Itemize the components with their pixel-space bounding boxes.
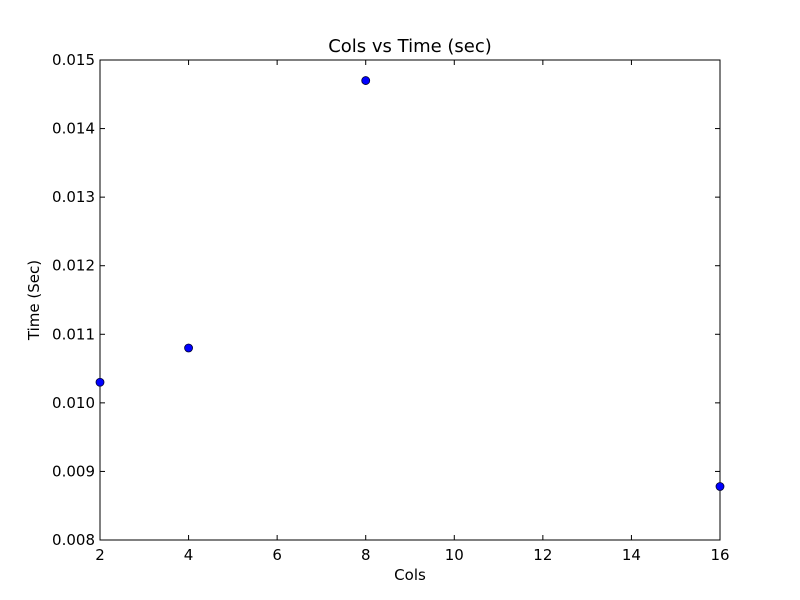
plot-frame	[99, 59, 721, 541]
x-tick-label: 6	[272, 546, 282, 564]
y-tick-label: 0.014	[52, 120, 95, 138]
x-axis-title: Cols	[394, 566, 426, 584]
y-tick-label: 0.011	[52, 325, 95, 343]
y-tick-label: 0.015	[52, 51, 95, 69]
x-tick-label: 14	[622, 546, 641, 564]
x-tick-label: 4	[184, 546, 194, 564]
data-point	[95, 377, 105, 387]
data-point	[361, 76, 371, 85]
data-point	[715, 482, 725, 491]
y-tick-label: 0.013	[52, 188, 95, 206]
x-tick-label: 10	[445, 546, 464, 564]
data-points	[95, 76, 725, 491]
x-tick-label: 2	[95, 546, 105, 564]
x-tick-label: 12	[533, 546, 552, 564]
x-tick-label: 16	[710, 546, 729, 564]
data-point	[184, 343, 193, 353]
y-tick-label: 0.012	[52, 257, 95, 275]
axis-ticks: 2 4 6 8 10 12 14 16 0.008 0.009 0.010 0.011 0.012 0.0…	[52, 51, 730, 564]
chart-title: Cols vs Time (sec)	[328, 36, 492, 57]
y-axis-title: Time (Sec)	[25, 260, 43, 341]
y-tick-label: 0.010	[52, 394, 95, 412]
y-tick-label: 0.008	[52, 531, 95, 549]
x-tick-label: 8	[361, 546, 371, 564]
y-tick-label: 0.009	[52, 462, 95, 480]
